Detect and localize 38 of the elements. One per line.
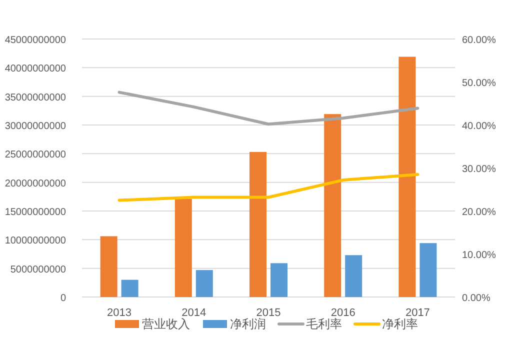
legend-label: 净利润 [230,317,266,331]
bar [324,114,342,297]
line-series [118,172,420,202]
bar [420,243,437,297]
legend-label: 营业收入 [142,317,190,331]
y-tick-label: 20000000000 [4,178,66,190]
y2-tick-label: 20.00% [462,207,496,218]
bar [398,56,416,297]
bar [270,263,288,297]
legend-label: 净利率 [382,317,418,331]
x-tick-label: 2016 [330,307,356,319]
bar [121,280,138,297]
bar [196,270,213,297]
x-tick-label: 2013 [107,307,132,319]
y-tick-label: 15000000000 [4,207,66,218]
y-tick-label: 0 [60,293,66,304]
y2-tick-label: 50.00% [462,78,496,89]
y2-tick-label: 60.00% [462,35,496,46]
bar [250,152,266,297]
y-tick-label: 35000000000 [4,92,66,104]
y-tick-label: 40000000000 [4,64,66,75]
bar [100,236,118,297]
y-tick-label: 30000000000 [4,121,66,132]
y-tick-label: 45000000000 [4,35,66,46]
y2-tick-label: 10.00% [462,250,496,261]
line-series [118,90,420,126]
y2-tick-label: 0.00% [462,293,490,304]
bar [345,255,362,297]
y2-tick-label: 30.00% [462,164,496,175]
x-tick-label: 2017 [405,307,430,319]
x-tick-label: 2014 [182,307,206,319]
y2-tick-label: 40.00% [462,121,496,132]
bar [174,198,192,297]
y-tick-label: 10000000000 [4,236,66,247]
legend-label: 毛利率 [306,317,342,331]
y-tick-label: 5000000000 [10,264,66,276]
y-tick-label: 25000000000 [4,150,66,161]
x-tick-label: 2015 [256,307,281,319]
